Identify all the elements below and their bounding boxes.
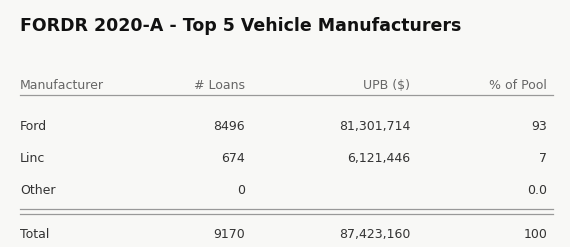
Text: 81,301,714: 81,301,714 (339, 120, 410, 133)
Text: 93: 93 (531, 120, 547, 133)
Text: Total: Total (20, 228, 50, 242)
Text: UPB ($): UPB ($) (364, 79, 410, 92)
Text: Ford: Ford (20, 120, 47, 133)
Text: # Loans: # Loans (194, 79, 245, 92)
Text: 7: 7 (539, 152, 547, 165)
Text: 87,423,160: 87,423,160 (339, 228, 410, 242)
Text: FORDR 2020-A - Top 5 Vehicle Manufacturers: FORDR 2020-A - Top 5 Vehicle Manufacture… (20, 17, 461, 35)
Text: Other: Other (20, 184, 55, 197)
Text: 0.0: 0.0 (527, 184, 547, 197)
Text: 674: 674 (221, 152, 245, 165)
Text: 6,121,446: 6,121,446 (347, 152, 410, 165)
Text: 8496: 8496 (214, 120, 245, 133)
Text: Manufacturer: Manufacturer (20, 79, 104, 92)
Text: 0: 0 (237, 184, 245, 197)
Text: Linc: Linc (20, 152, 46, 165)
Text: 100: 100 (523, 228, 547, 242)
Text: 9170: 9170 (213, 228, 245, 242)
Text: % of Pool: % of Pool (489, 79, 547, 92)
